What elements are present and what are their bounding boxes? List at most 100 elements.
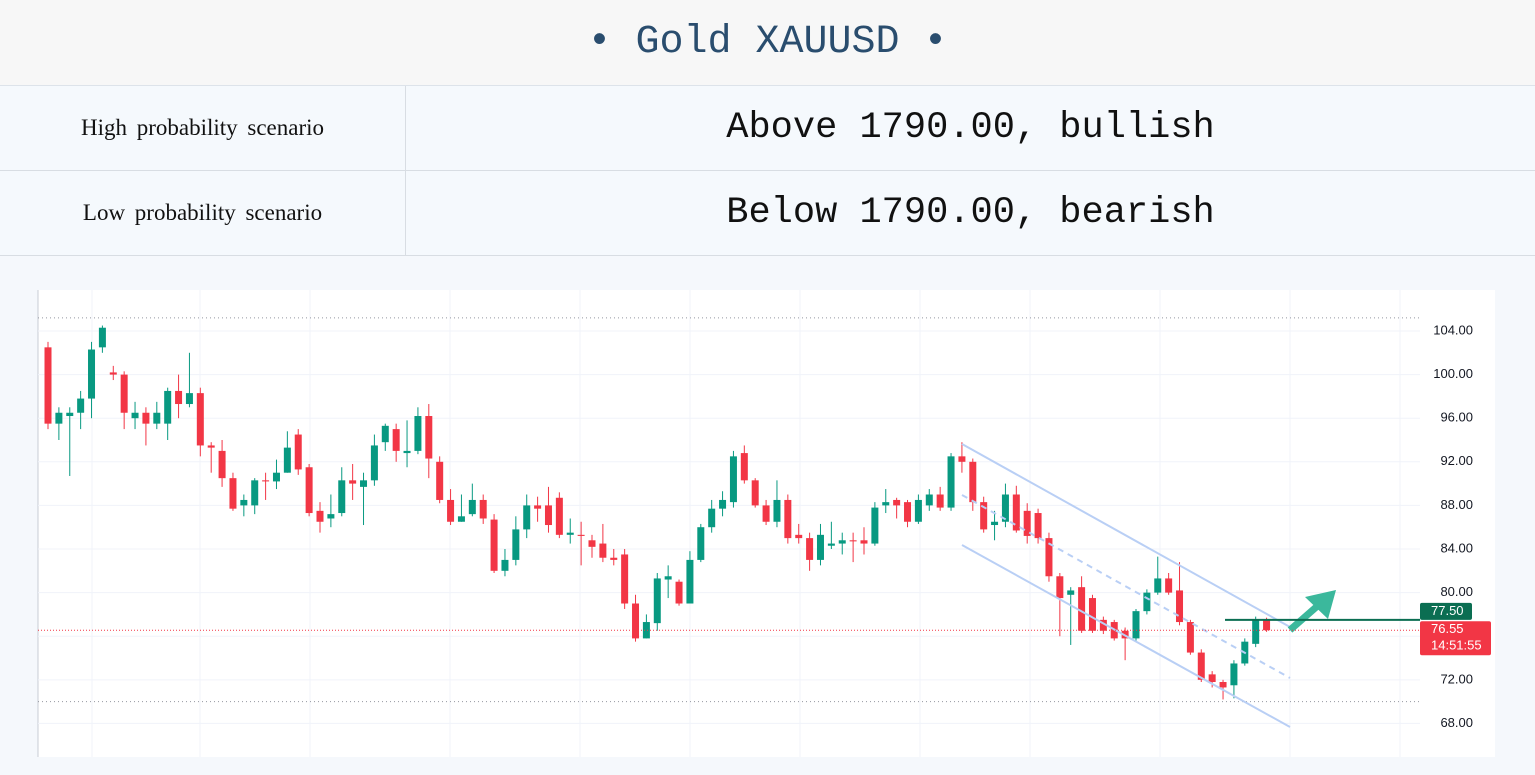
time-grid (91, 290, 1401, 757)
candle-body (642, 622, 650, 639)
arrow (1287, 590, 1336, 633)
table-row: High probability scenario Above 1790.00, … (0, 86, 1535, 171)
chart: 68.0072.0076.0080.0084.0088.0092.0096.00… (37, 290, 1495, 757)
cell: Above 1790.00, bullish (726, 107, 1215, 149)
candle-body (577, 534, 585, 536)
candle-body (142, 412, 150, 424)
candle-body (784, 499, 792, 539)
candle-body (436, 461, 444, 500)
candle-body (1034, 513, 1042, 539)
candle-body (1132, 611, 1140, 639)
candle-body (653, 578, 661, 624)
candle-body (1186, 622, 1194, 653)
candle-body (501, 559, 509, 571)
candle-body (980, 502, 988, 530)
candle-body (131, 412, 139, 419)
candle-body (490, 519, 498, 571)
candle-body (621, 554, 629, 604)
candle-body (1023, 510, 1031, 536)
candle-body (414, 416, 422, 451)
candle-body (468, 499, 476, 515)
y-tick-label: 104.00 (1433, 322, 1473, 337)
candle-body (697, 527, 705, 560)
y-tick-label: 84.00 (1440, 540, 1473, 555)
candle-body (664, 576, 672, 580)
cell: High probability scenario (0, 86, 406, 170)
candle-body (1208, 674, 1216, 683)
candle-body (1252, 619, 1260, 644)
candle-body (566, 532, 574, 535)
candle-body (1176, 590, 1184, 623)
candle-body (599, 543, 607, 558)
candle-body (185, 393, 193, 405)
candle-body (98, 327, 106, 348)
candle-body (947, 456, 955, 508)
candle-body (240, 499, 248, 506)
candle-body (523, 505, 531, 530)
candle-body (1078, 587, 1086, 631)
candle-body (1056, 576, 1064, 599)
candle-body (403, 450, 411, 454)
candle-body (1197, 652, 1205, 680)
candle-body (218, 450, 226, 479)
price-label: 76.55 (1431, 621, 1464, 636)
candle-body (120, 374, 128, 413)
cell: Below 1790.00, bearish (726, 192, 1215, 234)
candle-body (164, 390, 172, 424)
header: • Gold XAUUSD • (0, 0, 1535, 86)
candle-body (370, 445, 378, 481)
candle-body (795, 534, 803, 539)
candle-body (175, 390, 183, 405)
candle-body (360, 480, 368, 487)
candle-body (1219, 682, 1227, 688)
candle-body (632, 603, 640, 639)
candle-body (327, 514, 335, 519)
candle-body (958, 456, 966, 462)
candle-body (1067, 590, 1075, 595)
candle-body (457, 516, 465, 522)
candle-body (1165, 578, 1173, 593)
candle-body (534, 505, 542, 509)
cell: Low probability scenario (0, 171, 406, 255)
candle-body (969, 461, 977, 503)
candle-body (1088, 598, 1096, 631)
y-tick-label: 80.00 (1440, 584, 1473, 599)
candle-body (882, 502, 890, 506)
candle-body (55, 412, 63, 424)
candle-body (109, 372, 117, 375)
candle-body (1045, 538, 1053, 577)
candle-body (44, 347, 52, 424)
price-marker (1420, 621, 1491, 656)
candle-body (153, 412, 161, 424)
candle-body (708, 508, 716, 528)
candle-body (740, 453, 748, 481)
candle-body (1012, 494, 1020, 531)
candle-body (849, 540, 857, 542)
candle-body (827, 543, 835, 546)
candle-body (294, 434, 302, 470)
candle-body (762, 505, 770, 522)
candle-body (1263, 619, 1271, 631)
candle-body (196, 393, 204, 446)
candle-body (392, 429, 400, 451)
candle-body (381, 425, 389, 443)
price-label: 77.50 (1431, 603, 1464, 618)
candle-body (751, 480, 759, 506)
candle-body (588, 540, 596, 547)
table-row: Low probability scenario Below 1790.00, b… (0, 171, 1535, 256)
candle-body (316, 510, 324, 522)
y-tick-label: 72.00 (1440, 671, 1473, 686)
candle-body (806, 538, 814, 560)
candle-body (936, 494, 944, 508)
candle-body (914, 499, 922, 522)
y-tick-label: 68.00 (1440, 715, 1473, 730)
candle-body (207, 445, 215, 448)
candle-body (447, 499, 455, 522)
candle-body (1154, 578, 1162, 593)
candle-body (544, 505, 552, 526)
candle-body (555, 497, 563, 535)
candle-body (816, 534, 824, 560)
candle-body (719, 499, 727, 509)
candle-body (88, 349, 96, 399)
